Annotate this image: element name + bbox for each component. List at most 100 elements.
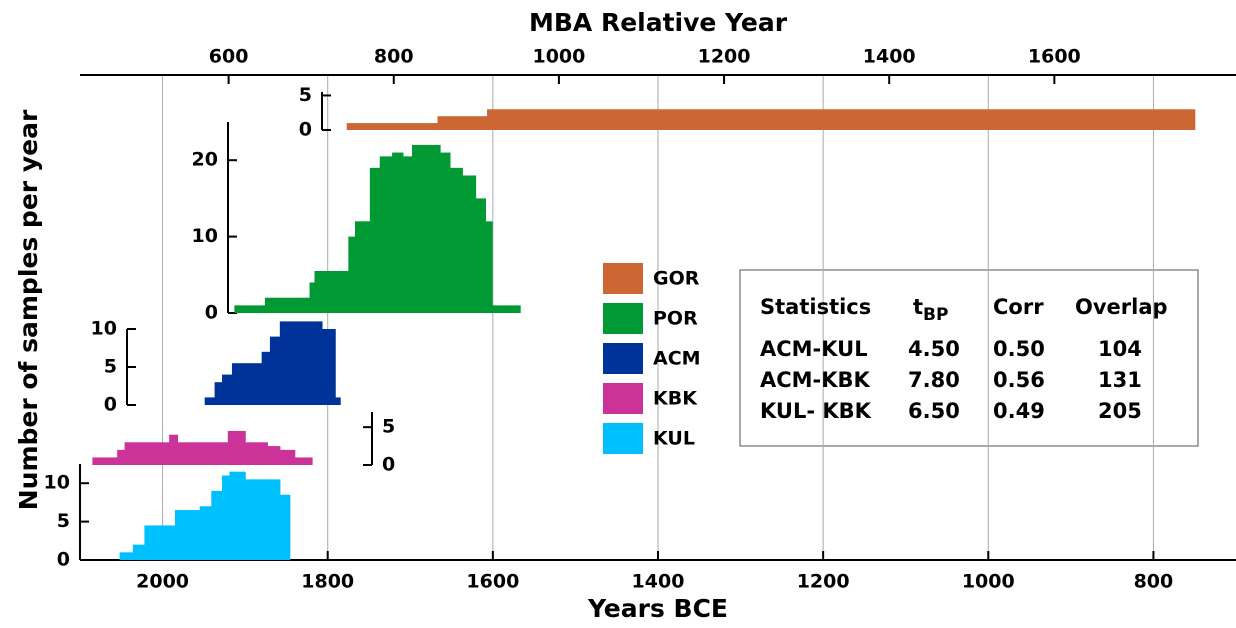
y-tick-label: 5 [299, 84, 312, 106]
bar [231, 363, 263, 405]
x2-tick-label: 1400 [863, 46, 916, 68]
bar [475, 198, 487, 313]
bar [227, 430, 246, 465]
legend-swatch [603, 423, 643, 454]
legend-swatch [603, 263, 643, 294]
bar [354, 221, 371, 313]
y-tick-label: 10 [192, 225, 218, 247]
bar [487, 109, 1196, 130]
legend-label: KUL [653, 428, 695, 450]
bar [402, 156, 413, 313]
bar [199, 506, 212, 560]
bar [379, 156, 393, 313]
bar [348, 236, 356, 313]
table-cell: 205 [1098, 399, 1142, 423]
table-cell: 6.50 [908, 399, 960, 423]
table-header: Corr [993, 295, 1044, 319]
y-tick-label: 10 [91, 318, 117, 340]
bar [279, 449, 296, 465]
y-axis-label: Number of samples per year [14, 109, 43, 510]
bar [462, 175, 477, 313]
table-header-subscript: BP [923, 305, 948, 325]
bar [214, 382, 223, 405]
bar [92, 457, 118, 465]
bar [369, 167, 381, 313]
bar [492, 305, 521, 313]
legend-swatch [603, 303, 643, 334]
bar [279, 494, 291, 560]
bar [440, 152, 451, 313]
bar [204, 397, 216, 405]
bar [346, 123, 439, 130]
x-tick-label: 800 [1134, 571, 1174, 593]
y-tick-label: 5 [104, 356, 117, 378]
bar [234, 305, 266, 313]
bar [211, 490, 223, 560]
bar [264, 297, 311, 313]
table-cell: 7.80 [908, 368, 960, 392]
x2-tick-label: 1000 [532, 46, 585, 68]
bar [267, 446, 281, 465]
x-tick-label: 1800 [301, 571, 354, 593]
bar [255, 479, 281, 560]
bar [294, 457, 313, 465]
bar [177, 442, 229, 465]
table-cell: 0.56 [993, 368, 1045, 392]
chart-title: MBA Relative Year [529, 8, 788, 37]
legend-label: GOR [653, 268, 700, 290]
bar [261, 351, 271, 405]
y-tick-label: 5 [382, 416, 395, 438]
table-cell: 0.49 [993, 399, 1045, 423]
bar [392, 152, 404, 313]
bar [174, 510, 201, 560]
bar [279, 321, 323, 405]
bar [321, 329, 336, 405]
table-cell: 104 [1098, 337, 1142, 361]
bar [245, 479, 256, 560]
x-axis-label: Years BCE [587, 594, 728, 623]
y-tick-label: 10 [44, 472, 70, 494]
table-cell: KUL- KBK [760, 399, 872, 423]
table-cell: ACM-KUL [760, 337, 868, 361]
bar [437, 116, 488, 130]
y-tick-label: 0 [104, 394, 117, 416]
legend-label: KBK [653, 388, 698, 410]
legend-label: POR [653, 308, 698, 330]
bar [117, 449, 126, 465]
y-tick-label: 0 [57, 549, 70, 571]
table-cell: ACM-KBK [760, 368, 871, 392]
x2-tick-label: 1200 [698, 46, 751, 68]
table-cell: 0.50 [993, 337, 1045, 361]
bar [144, 525, 176, 560]
bar [119, 552, 134, 560]
table-header: Overlap [1075, 295, 1168, 319]
bar [269, 336, 281, 405]
stats-box [739, 269, 1199, 447]
y-tick-label: 0 [299, 119, 312, 141]
bar [309, 282, 316, 313]
table-cell: 131 [1098, 368, 1142, 392]
x2-tick-label: 800 [374, 46, 414, 68]
bar [169, 434, 179, 465]
y-tick-label: 20 [192, 149, 218, 171]
x-tick-label: 1000 [962, 571, 1015, 593]
legend-swatch [603, 343, 643, 374]
bar [314, 270, 349, 313]
bar [245, 442, 269, 465]
bar [411, 144, 441, 313]
bar [449, 167, 463, 313]
x-tick-label: 1600 [466, 571, 519, 593]
bar [222, 475, 231, 560]
x2-tick-label: 600 [209, 46, 249, 68]
x-tick-label: 1400 [632, 571, 685, 593]
legend-label: ACM [653, 348, 701, 370]
bar [335, 397, 341, 405]
x-tick-label: 1200 [797, 571, 850, 593]
bar [222, 374, 233, 405]
bar [229, 471, 246, 560]
legend-swatch [603, 383, 643, 414]
table-cell: 4.50 [908, 337, 960, 361]
x2-tick-label: 1600 [1028, 46, 1081, 68]
y-tick-label: 0 [382, 454, 395, 476]
